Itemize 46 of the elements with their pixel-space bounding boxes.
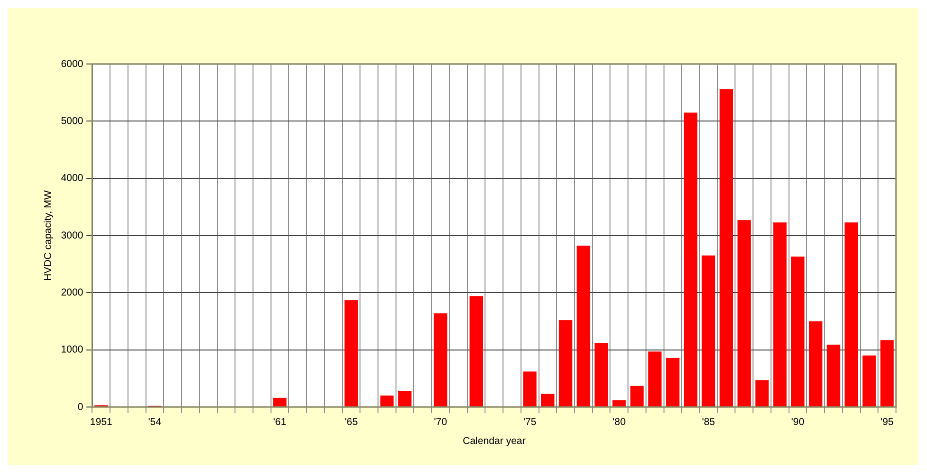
bar [434, 313, 448, 406]
x-tick-label: '90 [791, 416, 805, 428]
y-tick-label: 1000 [60, 344, 84, 356]
bar [558, 320, 572, 406]
y-tick-label: 0 [78, 402, 84, 413]
x-tick-label: '80 [612, 416, 626, 428]
bar [666, 358, 680, 406]
bar [773, 222, 787, 406]
x-tick-label: '95 [880, 416, 894, 428]
x-tick-label: '70 [434, 416, 448, 428]
bar [612, 400, 626, 406]
bar [273, 398, 286, 406]
bar [344, 300, 358, 406]
bar [826, 344, 840, 406]
x-tick-label: '54 [148, 416, 162, 428]
bar [791, 256, 804, 406]
bar [470, 296, 483, 406]
y-tick-label: 2000 [60, 287, 84, 298]
bar [523, 372, 537, 406]
x-tick-label: '75 [523, 416, 537, 428]
x-axis-title: Calendar year [462, 436, 526, 447]
y-tick-label: 4000 [60, 173, 84, 184]
bar [702, 256, 716, 406]
x-tick-label: '61 [273, 416, 287, 428]
bar [684, 112, 698, 406]
bar [630, 386, 644, 406]
bar [755, 380, 769, 406]
bar [398, 390, 412, 406]
bar [648, 352, 662, 406]
bar [808, 321, 822, 406]
x-tick-label: '85 [702, 416, 716, 428]
bar [380, 396, 394, 406]
bar [720, 89, 734, 406]
bar [880, 340, 894, 406]
bar [541, 394, 554, 406]
bar [594, 342, 608, 406]
bar [844, 222, 858, 406]
bar [576, 246, 590, 406]
bar [862, 356, 876, 406]
bar [737, 220, 751, 406]
x-tick-label: 1951 [90, 416, 113, 428]
y-tick-label: 3000 [60, 230, 84, 242]
y-tick-label: 6000 [60, 58, 84, 70]
y-tick-label: 5000 [60, 116, 84, 127]
y-axis-title: HVDC capacity, MW [42, 190, 54, 281]
x-tick-label: '65 [344, 416, 358, 428]
